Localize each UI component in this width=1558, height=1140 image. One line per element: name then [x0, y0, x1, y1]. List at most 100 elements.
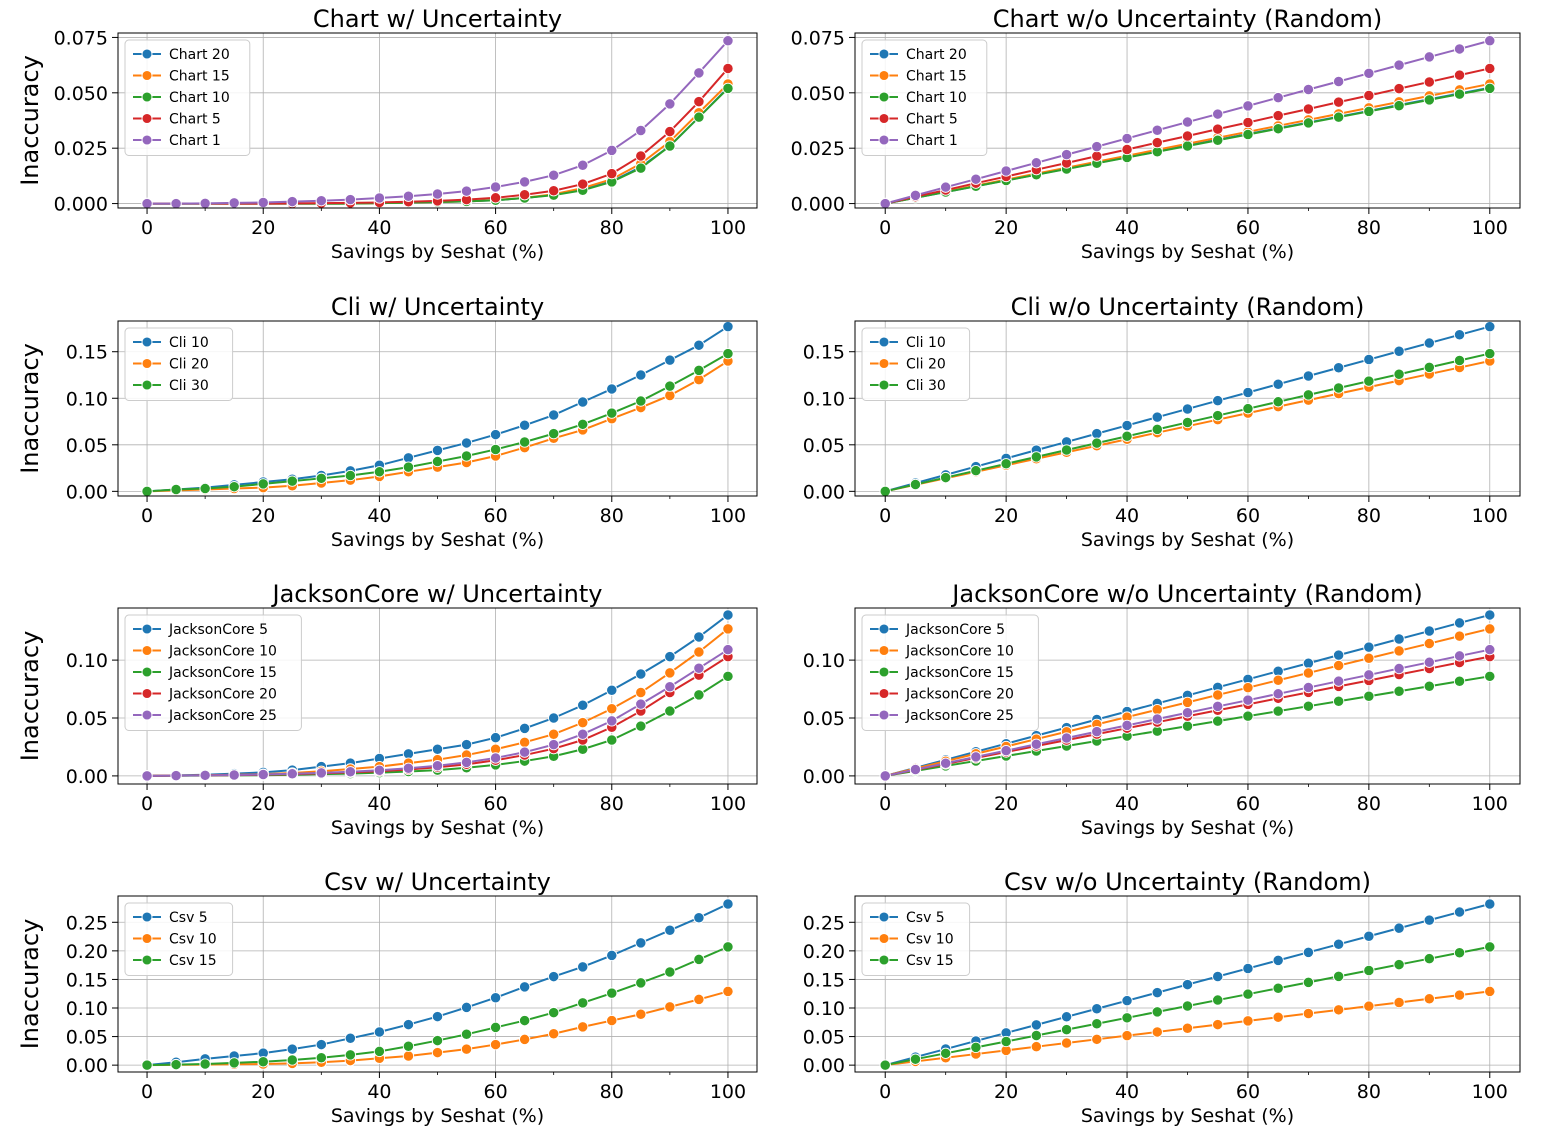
y-tick-label: 0.05: [803, 1027, 845, 1049]
data-point: [286, 1054, 298, 1066]
data-point: [1000, 458, 1012, 470]
y-tick-label: 0.00: [66, 766, 108, 788]
data-point: [693, 96, 705, 108]
y-axis-label: Inaccuracy: [16, 919, 44, 1050]
legend-label: Chart 10: [906, 90, 967, 106]
data-point: [1212, 123, 1224, 135]
data-point: [635, 1008, 647, 1020]
x-tick-label: 80: [1357, 505, 1381, 527]
series-5: [879, 35, 1496, 210]
series-2: [141, 985, 734, 1071]
subplot-2: 0 20 40 60 80 100 0.000 0.025 0.050 0.075 Chart w/…: [791, 5, 1521, 263]
data-point: [257, 768, 269, 781]
data-point: [1151, 713, 1163, 725]
data-point: [548, 427, 560, 440]
data-point: [909, 763, 922, 776]
series-1: [879, 898, 1496, 1071]
y-tick-label: 0.000: [54, 194, 108, 216]
data-point: [606, 407, 618, 419]
legend-marker: [141, 688, 153, 699]
y-tick-label: 0.10: [803, 650, 845, 672]
x-ticks: 0 20 40 60 80 100: [141, 1072, 746, 1103]
data-point: [431, 188, 444, 200]
legend-marker: [141, 623, 153, 635]
chart-title: JacksonCore w/ Uncertainty: [270, 580, 602, 608]
legend-label: Cli 10: [906, 335, 946, 351]
data-point: [1212, 715, 1224, 727]
data-point: [1332, 382, 1345, 394]
data-point: [1302, 976, 1315, 988]
data-point: [1453, 69, 1466, 81]
y-tick-label: 0.10: [66, 650, 108, 672]
data-point: [1302, 946, 1315, 958]
legend-box: [861, 614, 1039, 731]
data-point: [286, 1043, 298, 1055]
data-point: [1181, 416, 1194, 429]
legend-marker: [878, 134, 890, 146]
legend-label: Csv 10: [169, 932, 217, 948]
y-ticks: 0.000 0.025 0.050 0.075: [791, 27, 855, 216]
data-point: [199, 482, 211, 495]
legend-marker: [141, 933, 153, 944]
data-point: [664, 98, 676, 110]
y-tick-label: 0.15: [66, 969, 108, 991]
data-point: [315, 1038, 327, 1051]
data-point: [1121, 719, 1133, 732]
data-point: [1060, 1011, 1073, 1023]
data-point: [1393, 922, 1405, 934]
legend-marker: [141, 336, 153, 348]
chart-title: Cli w/o Uncertainty (Random): [1011, 293, 1365, 321]
y-tick-label: 0.10: [66, 998, 108, 1020]
data-point: [577, 961, 589, 973]
data-point: [635, 395, 647, 407]
legend-marker: [141, 91, 153, 103]
y-ticks: 0.00 0.05 0.10 0.15: [803, 342, 855, 503]
legend-label: Chart 1: [169, 133, 221, 149]
data-point: [1484, 985, 1496, 998]
data-point: [1393, 958, 1405, 971]
data-point: [1363, 690, 1375, 702]
data-point: [606, 949, 618, 962]
data-point: [606, 144, 618, 157]
data-point: [577, 716, 589, 729]
data-point: [199, 1058, 211, 1070]
data-point: [970, 465, 982, 477]
legend-marker: [878, 911, 890, 923]
data-point: [1363, 964, 1375, 977]
x-tick-label: 60: [1236, 505, 1260, 527]
data-point: [1423, 361, 1435, 374]
legend: JacksonCore 5 JacksonCore 10 JacksonCore 1…: [861, 614, 1039, 731]
data-point: [1332, 649, 1345, 661]
legend: Chart 20 Chart 15 Chart 10 Chart 5 Chart 1: [861, 39, 988, 156]
data-point: [228, 481, 240, 493]
data-point: [1302, 1007, 1315, 1020]
data-point: [1212, 1018, 1224, 1031]
x-tick-label: 100: [710, 793, 746, 815]
series-2: [879, 985, 1496, 1071]
data-point: [344, 1032, 357, 1044]
data-point: [460, 1001, 473, 1014]
legend-marker: [141, 70, 153, 81]
data-point: [1484, 347, 1496, 360]
chart-title: Csv w/o Uncertainty (Random): [1004, 868, 1371, 896]
legend-box: [124, 327, 234, 401]
data-point: [664, 140, 676, 152]
legend-box: [124, 902, 234, 976]
data-point: [1302, 389, 1315, 401]
data-point: [199, 769, 211, 781]
data-point: [1332, 96, 1345, 108]
x-tick-label: 60: [483, 1081, 507, 1103]
data-point: [635, 369, 647, 381]
data-point: [693, 953, 705, 966]
legend-label: Csv 15: [169, 953, 217, 969]
legend-box: [861, 39, 988, 156]
data-point: [1393, 368, 1405, 380]
legend-marker: [878, 358, 890, 369]
data-point: [1423, 51, 1435, 63]
x-tick-label: 20: [994, 1081, 1018, 1103]
data-point: [1302, 103, 1315, 115]
series-5: [141, 35, 734, 210]
data-point: [1393, 100, 1405, 112]
data-point: [722, 985, 734, 998]
